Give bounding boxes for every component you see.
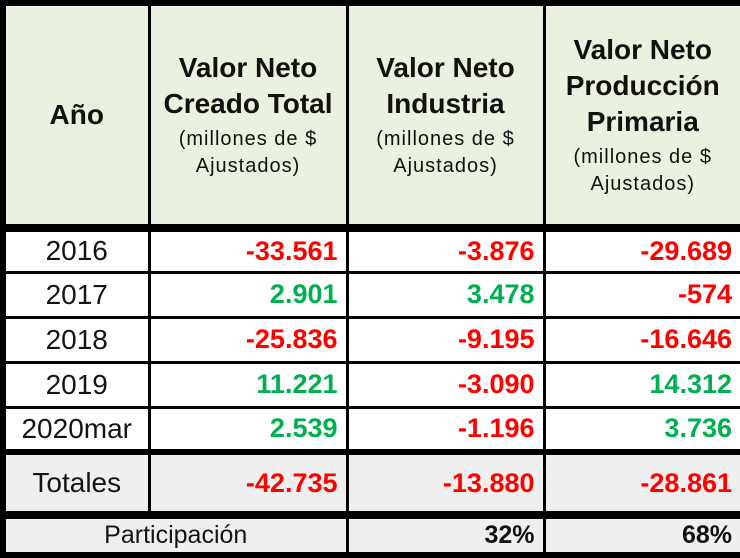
value-cell-primaria: -574	[542, 270, 740, 319]
year-cell: 2017	[1, 270, 151, 319]
table-row-2017: 2017 2.901 3.478 -574	[1, 270, 740, 319]
value-cell-total: 2.901	[147, 270, 349, 319]
totals-value-industria: -13.880	[345, 448, 546, 520]
col-header-industria-title: Valor Neto Industria	[376, 51, 515, 120]
participation-label: Participación	[1, 514, 349, 557]
value-cell-industria: -3.876	[345, 226, 546, 274]
participation-row: Participación 32% 68%	[1, 514, 740, 557]
table-row-2018: 2018 -25.836 -9.195 -16.646	[1, 315, 740, 364]
value-cell-industria: -9.195	[345, 315, 546, 364]
value-cell-total: -33.561	[147, 226, 349, 274]
col-header-industria: Valor Neto Industria (millones de $ Ajus…	[345, 1, 546, 232]
totals-value-total: -42.735	[147, 448, 349, 520]
col-header-creado-total-title: Valor Neto Creado Total	[163, 51, 333, 120]
year-cell: 2018	[1, 315, 151, 364]
col-header-ano-title: Año	[49, 98, 104, 130]
participation-industria-pct: 32%	[345, 514, 546, 557]
table-row-2016: 2016 -33.561 -3.876 -29.689	[1, 226, 740, 274]
col-header-primaria-title: Valor Neto Producción Primaria	[565, 33, 720, 138]
year-cell: 2019	[1, 360, 151, 409]
value-cell-industria: -1.196	[345, 405, 546, 454]
value-cell-primaria: 14.312	[542, 360, 740, 409]
table-row-2019: 2019 11.221 -3.090 14.312	[1, 360, 740, 409]
totals-label: Totales	[1, 448, 151, 520]
col-header-ano: Año	[1, 1, 151, 232]
table-row-2020mar: 2020mar 2.539 -1.196 3.736	[1, 405, 740, 454]
value-cell-total: 2.539	[147, 405, 349, 454]
year-cell: 2016	[1, 226, 151, 274]
col-header-creado-total-sub: (millones de $ Ajustados)	[178, 127, 318, 177]
totals-value-primaria: -28.861	[542, 448, 740, 520]
col-header-creado-total: Valor Neto Creado Total (millones de $ A…	[147, 1, 349, 232]
value-cell-primaria: -16.646	[542, 315, 740, 364]
value-cell-industria: -3.090	[345, 360, 546, 409]
totals-row: Totales -42.735 -13.880 -28.861	[1, 448, 740, 520]
year-cell: 2020mar	[1, 405, 151, 454]
value-cell-total: 11.221	[147, 360, 349, 409]
value-cell-primaria: 3.736	[542, 405, 740, 454]
col-header-primaria-sub: (millones de $ Ajustados)	[573, 145, 712, 195]
header-row: Año Valor Neto Creado Total (millones de…	[1, 1, 740, 232]
participation-primaria-pct: 68%	[542, 514, 740, 557]
col-header-primaria: Valor Neto Producción Primaria (millones…	[542, 1, 740, 232]
value-cell-primaria: -29.689	[542, 226, 740, 274]
value-cell-industria: 3.478	[345, 270, 546, 319]
col-header-industria-sub: (millones de $ Ajustados)	[376, 127, 515, 177]
value-cell-total: -25.836	[147, 315, 349, 364]
